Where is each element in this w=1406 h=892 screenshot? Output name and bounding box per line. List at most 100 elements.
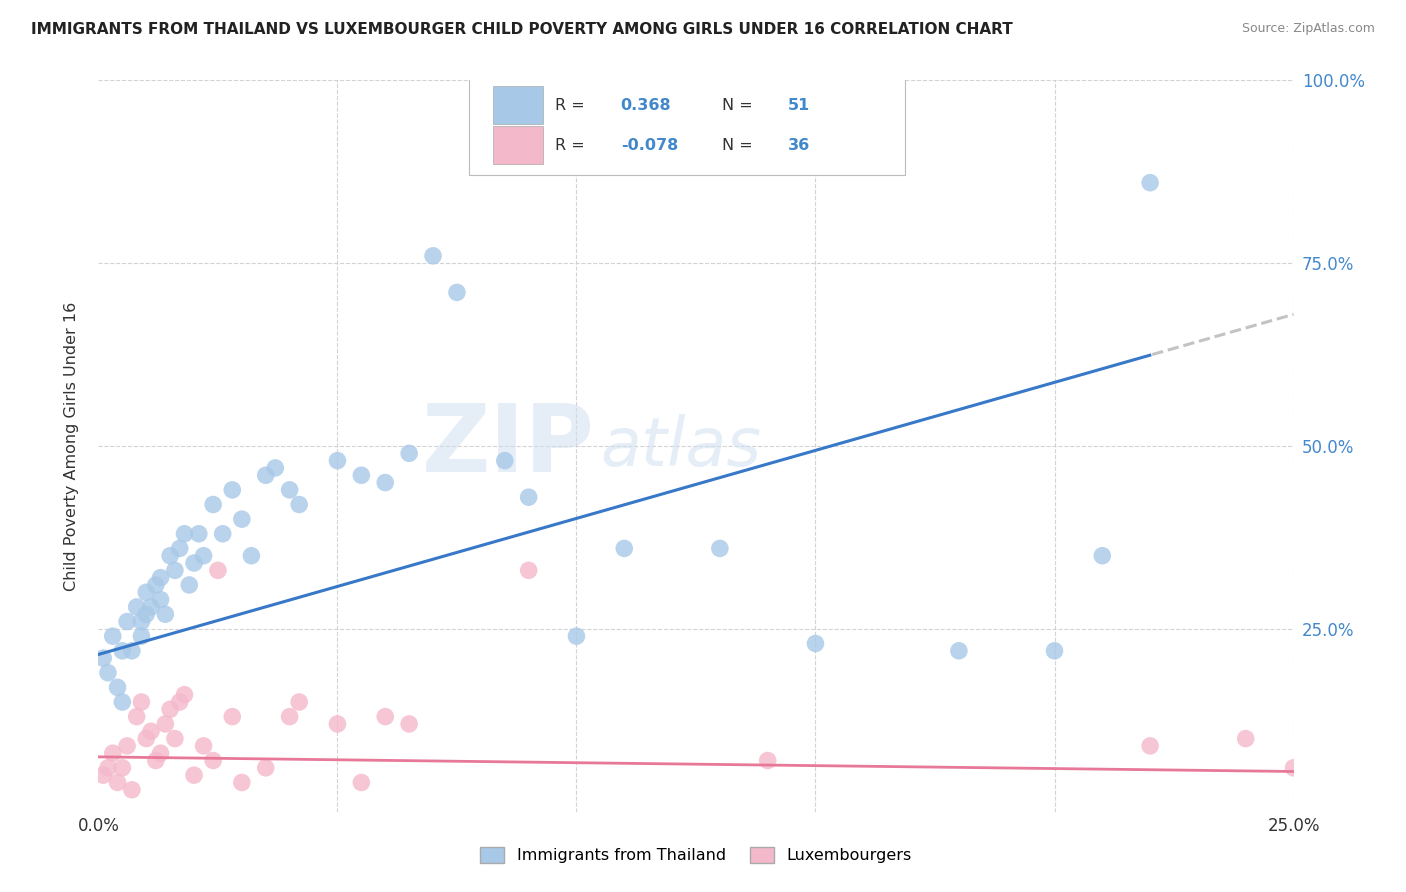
Point [131,695,153,709]
Point [115,739,138,753]
Point [517,490,540,504]
Point [115,615,138,629]
Point [202,498,225,512]
Text: R =: R = [555,97,585,112]
Point [264,461,287,475]
FancyBboxPatch shape [494,127,543,164]
Point [169,695,191,709]
Point [159,549,181,563]
Point [131,615,153,629]
Text: Source: ZipAtlas.com: Source: ZipAtlas.com [1241,22,1375,36]
Point [278,483,301,497]
Legend: Immigrants from Thailand, Luxembourgers: Immigrants from Thailand, Luxembourgers [474,840,918,870]
Point [398,717,420,731]
Text: 0.368: 0.368 [620,97,671,112]
Text: 36: 36 [787,138,810,153]
Point [254,468,277,483]
Point [1234,731,1257,746]
Point [1091,549,1114,563]
Point [288,498,311,512]
Point [121,644,143,658]
Point [135,731,157,746]
Point [288,695,311,709]
Text: 51: 51 [787,97,810,112]
Point [221,709,243,723]
Point [326,453,349,467]
Text: R =: R = [555,138,585,153]
Point [135,607,157,622]
Point [155,717,177,731]
Point [240,549,263,563]
Point [121,782,143,797]
Point [350,468,373,483]
Point [125,709,148,723]
Point [101,629,124,643]
Point [1282,761,1305,775]
Point [278,709,301,723]
Point [221,483,243,497]
Point [948,644,970,658]
Point [804,636,827,650]
Point [326,717,349,731]
Point [149,571,172,585]
Point [183,556,205,570]
Text: atlas: atlas [600,415,762,481]
Point [187,526,209,541]
Text: ZIP: ZIP [422,400,595,492]
Y-axis label: Child Poverty Among Girls Under 16: Child Poverty Among Girls Under 16 [65,301,79,591]
Point [107,681,129,695]
Point [149,592,172,607]
Point [374,709,396,723]
Point [97,761,120,775]
Point [193,739,215,753]
Point [97,665,120,680]
Point [1139,176,1161,190]
Point [422,249,444,263]
Point [398,446,420,460]
Point [211,526,233,541]
Point [149,746,172,760]
Point [163,563,186,577]
Point [169,541,191,556]
Point [565,629,588,643]
Text: -0.078: -0.078 [620,138,678,153]
Point [173,688,195,702]
Point [193,549,215,563]
Point [756,754,779,768]
Point [145,754,167,768]
Text: IMMIGRANTS FROM THAILAND VS LUXEMBOURGER CHILD POVERTY AMONG GIRLS UNDER 16 CORR: IMMIGRANTS FROM THAILAND VS LUXEMBOURGER… [31,22,1012,37]
Point [1139,739,1161,753]
Point [159,702,181,716]
Point [183,768,205,782]
Point [111,761,134,775]
Point [1043,644,1066,658]
Point [101,746,124,760]
Point [179,578,201,592]
Point [139,599,162,614]
Point [231,512,253,526]
Point [709,541,731,556]
Point [91,651,114,665]
Point [254,761,277,775]
Point [155,607,177,622]
Point [107,775,129,789]
Point [207,563,229,577]
Point [125,599,148,614]
Point [231,775,253,789]
Point [494,453,516,467]
Point [173,526,195,541]
Point [446,285,468,300]
Point [374,475,396,490]
Point [202,754,225,768]
FancyBboxPatch shape [470,77,905,176]
Point [613,541,636,556]
Text: N =: N = [723,138,754,153]
Point [350,775,373,789]
Point [131,629,153,643]
Point [135,585,157,599]
Point [145,578,167,592]
Point [517,563,540,577]
Point [111,695,134,709]
Point [163,731,186,746]
Point [111,644,134,658]
